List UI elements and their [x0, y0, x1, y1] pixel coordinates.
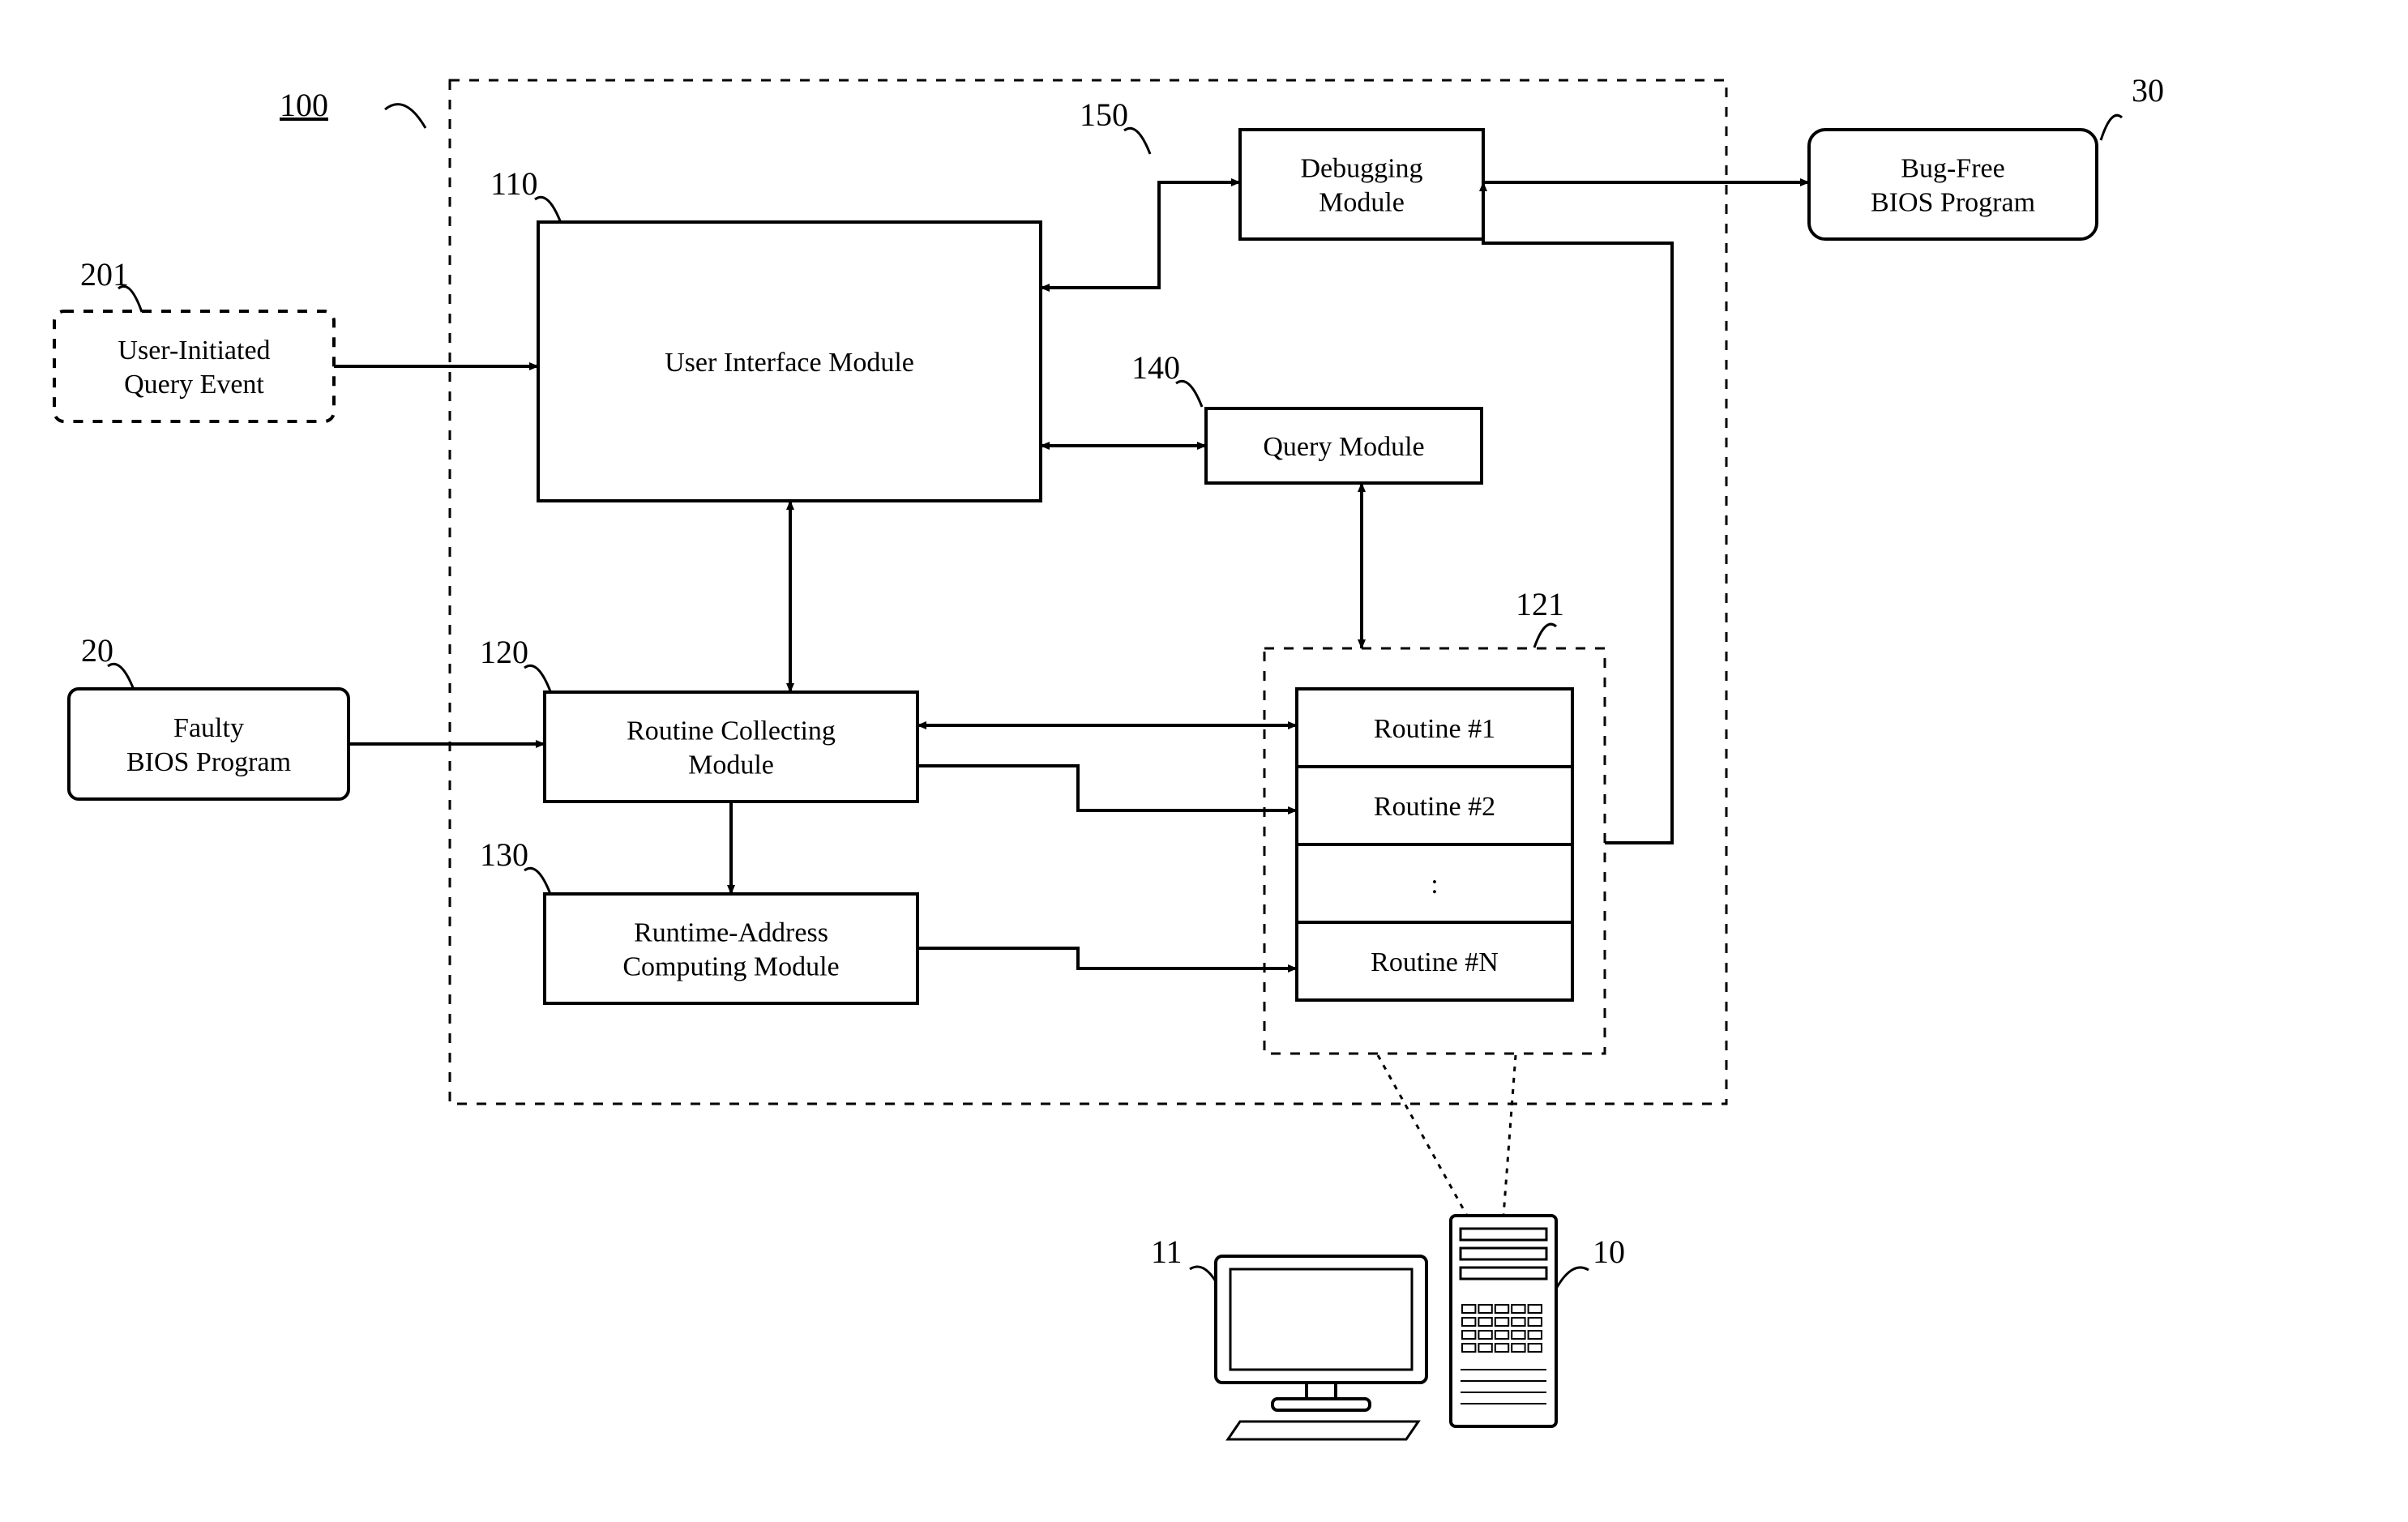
block-rcm: Routine Collecting Module: [545, 692, 917, 802]
block-uim-line0: User Interface Module: [665, 348, 914, 378]
block-racm: Runtime-Address Computing Module: [545, 894, 917, 1003]
block-qm-line0: Query Module: [1263, 432, 1424, 462]
block-fbp-line1: BIOS Program: [126, 747, 291, 777]
computer-icon: [1216, 1216, 1556, 1439]
connector: [1041, 182, 1240, 288]
block-dm-line0: Debugging: [1300, 154, 1422, 184]
block-qm: Query Module: [1206, 408, 1482, 483]
label-30: 30: [2132, 72, 2164, 109]
block-racm-line0: Runtime-Address: [634, 918, 828, 948]
label-100: 100: [280, 87, 328, 123]
block-rcm-line1: Module: [688, 750, 774, 780]
lead-100: [385, 105, 426, 128]
block-fbp: Faulty BIOS Program: [69, 689, 349, 799]
routine-row-label: :: [1431, 870, 1438, 900]
block-dm: Debugging Module: [1240, 130, 1483, 239]
block-uqe-line1: Query Event: [124, 370, 264, 400]
label-140: 140: [1131, 349, 1180, 386]
routine-row-label: Routine #2: [1374, 792, 1495, 822]
block-uqe: User-Initiated Query Event: [54, 311, 334, 421]
label-120: 120: [480, 634, 528, 670]
block-bfbp-line0: Bug-Free: [1901, 154, 2004, 184]
connector: [917, 948, 1297, 968]
label-11: 11: [1151, 1233, 1183, 1270]
block-bfbp: Bug-Free BIOS Program: [1809, 130, 2097, 239]
label-110: 110: [490, 165, 538, 202]
routine-row-label: Routine #N: [1371, 947, 1499, 977]
block-racm-line1: Computing Module: [622, 952, 839, 982]
routine-row-label: Routine #1: [1374, 714, 1495, 744]
label-150: 150: [1080, 96, 1128, 133]
label-130: 130: [480, 836, 528, 873]
lead-to-computer: [1503, 1055, 1516, 1216]
label-121: 121: [1516, 586, 1564, 622]
block-fbp-line0: Faulty: [173, 713, 244, 743]
block-uim: User Interface Module: [538, 222, 1041, 501]
block-rcm-line0: Routine Collecting: [627, 716, 836, 746]
block-uqe-line0: User-Initiated: [118, 336, 270, 366]
label-20: 20: [81, 632, 113, 669]
block-dm-line1: Module: [1319, 188, 1405, 218]
label-10: 10: [1593, 1233, 1625, 1270]
lead-to-computer: [1378, 1055, 1467, 1216]
connector: [917, 766, 1297, 810]
block-bfbp-line1: BIOS Program: [1871, 188, 2035, 218]
